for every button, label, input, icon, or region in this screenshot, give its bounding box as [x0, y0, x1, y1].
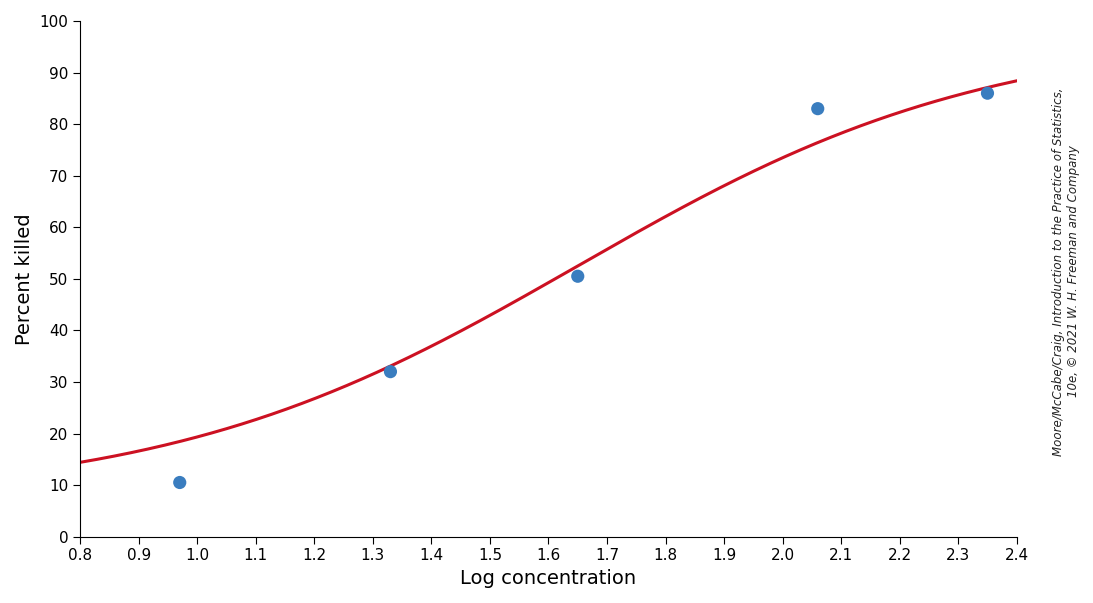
Point	[978, 89, 996, 98]
Point	[381, 367, 399, 376]
Point	[809, 104, 826, 113]
Point	[569, 271, 587, 281]
X-axis label: Log concentration: Log concentration	[460, 569, 636, 588]
Y-axis label: Percent killed: Percent killed	[15, 213, 34, 345]
Text: Moore/McCabe/Craig, Introduction to the Practice of Statistics,
10e, © 2021 W. H: Moore/McCabe/Craig, Introduction to the …	[1051, 87, 1080, 456]
Point	[171, 478, 188, 487]
